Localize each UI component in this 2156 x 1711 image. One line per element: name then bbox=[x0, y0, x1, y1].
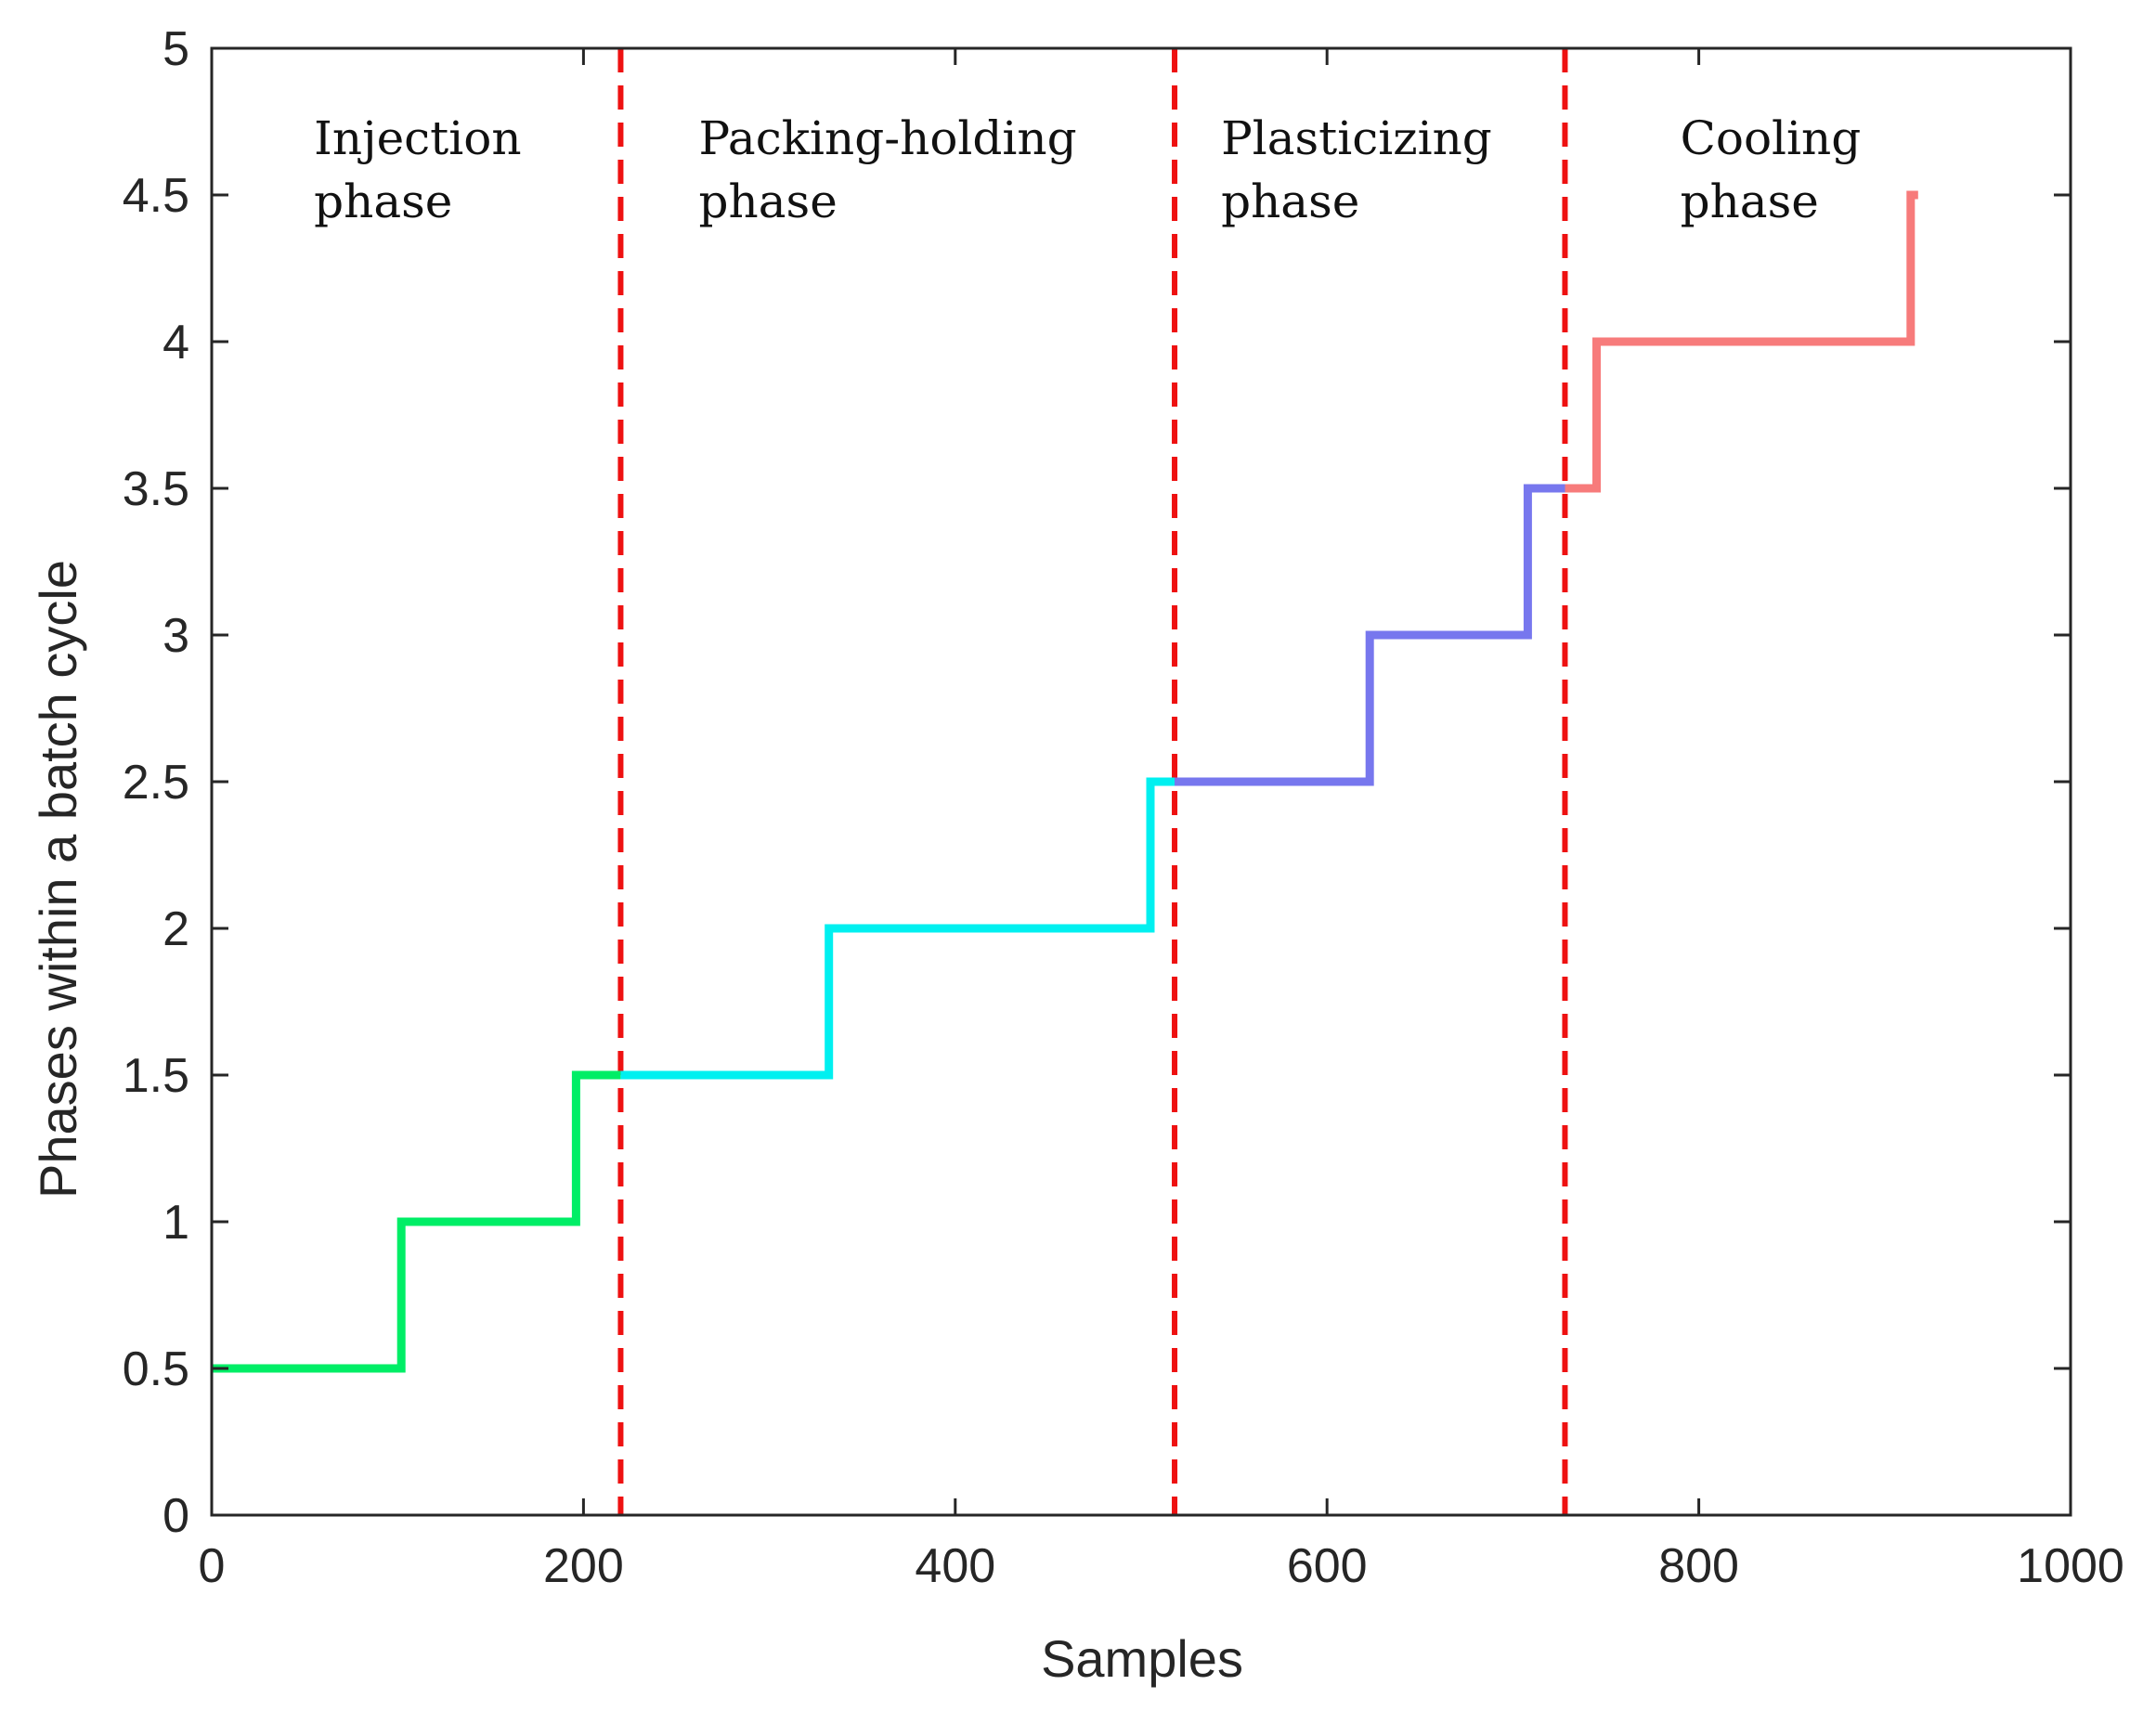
x-tick-label: 800 bbox=[1658, 1539, 1739, 1593]
x-tick-label: 400 bbox=[915, 1539, 995, 1593]
phase-label-4-line1: Cooling bbox=[1681, 111, 1862, 165]
phase-label-2-line2: phase bbox=[699, 175, 838, 228]
y-tick-label: 0 bbox=[162, 1489, 189, 1543]
series-line-2 bbox=[620, 777, 1175, 1080]
phase-labels: Injection phase Packing-holding phase Plasti… bbox=[314, 111, 1861, 228]
y-tick-label: 3 bbox=[162, 609, 189, 663]
plot-frame bbox=[210, 46, 2072, 1517]
phase-label-4-line2: phase bbox=[1681, 175, 1819, 228]
y-tick-label: 1.5 bbox=[123, 1049, 189, 1103]
phase-boundaries bbox=[617, 48, 1568, 1515]
series-lines bbox=[212, 190, 1918, 1373]
series-line-4 bbox=[1565, 190, 1918, 493]
phase-label-1-line2: phase bbox=[314, 175, 452, 228]
y-tick-label: 2 bbox=[162, 902, 189, 956]
y-tick-label: 4.5 bbox=[123, 169, 189, 223]
series-line-3 bbox=[1175, 484, 1565, 786]
axis-ticks: 0 200 400 600 800 1000 0 0.5 1 1.5 2 2.5 3 3.5 4 4.5 5 bbox=[123, 22, 2124, 1593]
phase-label-3-line1: Plasticizing bbox=[1221, 111, 1492, 165]
x-axis-title: Samples bbox=[1041, 1629, 1243, 1688]
y-tick-label: 2.5 bbox=[123, 756, 189, 810]
y-tick-label: 0.5 bbox=[123, 1342, 189, 1396]
series-line-1 bbox=[212, 1070, 621, 1373]
phase-label-3-line2: phase bbox=[1221, 175, 1359, 228]
phase-label-1-line1: Injection bbox=[314, 111, 521, 165]
y-tick-label: 3.5 bbox=[123, 462, 189, 516]
y-tick-label: 4 bbox=[162, 316, 189, 369]
y-tick-label: 1 bbox=[162, 1196, 189, 1250]
y-tick-label: 5 bbox=[162, 22, 189, 76]
x-tick-label: 1000 bbox=[2017, 1539, 2124, 1593]
phase-label-2-line1: Packing-holding bbox=[699, 111, 1077, 165]
x-tick-label: 0 bbox=[199, 1539, 226, 1593]
x-tick-label: 200 bbox=[543, 1539, 624, 1593]
plot-border bbox=[210, 46, 2072, 1517]
y-axis-title: Phases within a batch cycle bbox=[29, 560, 87, 1199]
x-tick-label: 600 bbox=[1287, 1539, 1368, 1593]
